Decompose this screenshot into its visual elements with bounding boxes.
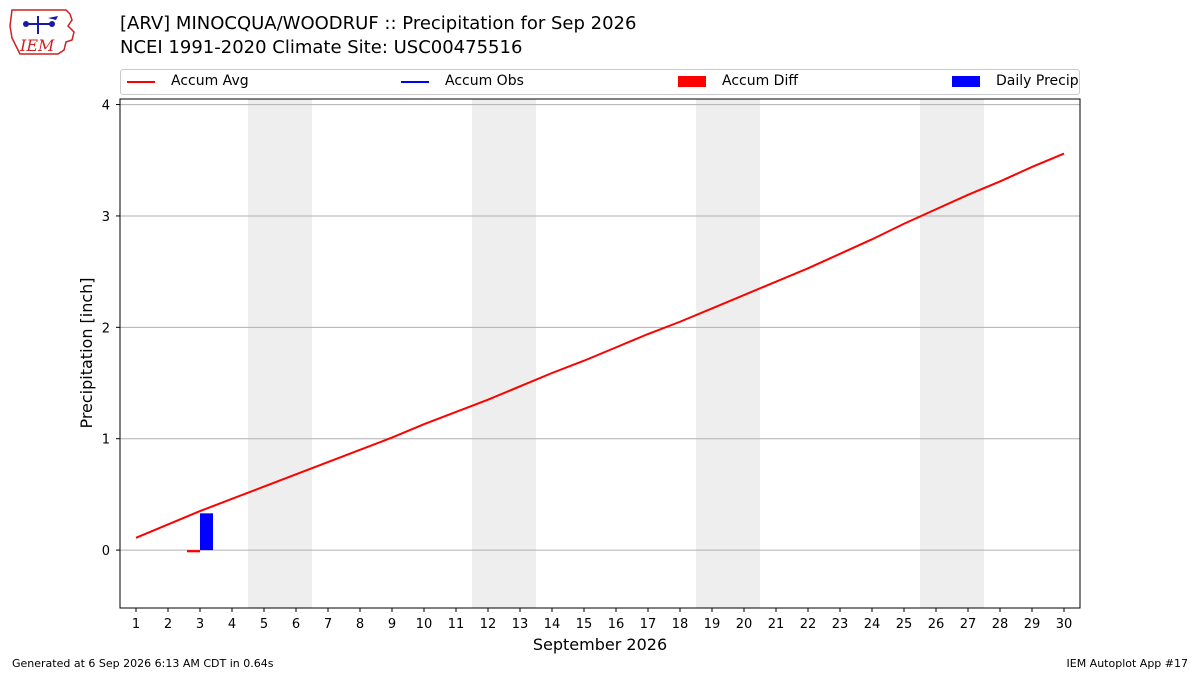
x-tick-label-20: 20 — [736, 617, 753, 632]
y-tick-label-4: 4 — [102, 99, 110, 114]
legend-label-accum-obs: Accum Obs — [445, 73, 524, 89]
legend-swatch-accum-diff — [678, 76, 706, 87]
x-axis-ticks: 1 2 3 4 5 6 7 8 9 10 11 12 13 14 15 16 17 18 19 20 21 22 23 24 2… — [132, 608, 1072, 632]
y-tick-label-1: 1 — [102, 433, 110, 448]
y-axis-ticks: 0 1 2 3 4 — [102, 99, 120, 559]
x-tick-label-6: 6 — [292, 617, 300, 632]
weekend-shade-1 — [472, 99, 536, 608]
legend-label-accum-avg: Accum Avg — [171, 73, 249, 89]
chart-title: [ARV] MINOCQUA/WOODRUF :: Precipitation … — [120, 13, 637, 34]
y-tick-label-3: 3 — [102, 210, 110, 225]
x-tick-label-27: 27 — [960, 617, 977, 632]
x-tick-label-12: 12 — [480, 617, 497, 632]
weekend-shade-3 — [920, 99, 984, 608]
x-tick-label-23: 23 — [832, 617, 849, 632]
x-tick-label-8: 8 — [356, 617, 364, 632]
legend-swatch-accum-avg — [127, 81, 155, 83]
lines-layer — [135, 152, 1065, 539]
x-tick-label-30: 30 — [1056, 617, 1073, 632]
x-tick-label-26: 26 — [928, 617, 945, 632]
x-tick-label-19: 19 — [704, 617, 721, 632]
app-credit: IEM Autoplot App #17 — [1066, 657, 1189, 670]
logo-text: IEM — [19, 36, 55, 55]
iem-logo: IEM — [9, 9, 75, 55]
accum-avg-line — [135, 152, 1065, 539]
y-axis-label: Precipitation [inch] — [77, 277, 96, 428]
legend-swatch-accum-obs — [401, 81, 429, 83]
y-tick-label-0: 0 — [102, 544, 110, 559]
x-tick-label-29: 29 — [1024, 617, 1041, 632]
legend-label-accum-diff: Accum Diff — [722, 73, 799, 89]
x-tick-label-4: 4 — [228, 617, 236, 632]
x-tick-label-16: 16 — [608, 617, 625, 632]
x-tick-label-2: 2 — [164, 617, 172, 632]
x-tick-label-15: 15 — [576, 617, 593, 632]
accum-diff-bar-3 — [187, 550, 200, 553]
x-tick-label-14: 14 — [544, 617, 561, 632]
x-tick-label-7: 7 — [324, 617, 332, 632]
x-tick-label-11: 11 — [448, 617, 465, 632]
x-tick-label-24: 24 — [864, 617, 881, 632]
x-tick-label-3: 3 — [196, 617, 204, 632]
x-tick-label-10: 10 — [416, 617, 433, 632]
chart-subtitle: NCEI 1991-2020 Climate Site: USC00475516 — [120, 37, 523, 58]
x-tick-label-28: 28 — [992, 617, 1009, 632]
x-tick-label-5: 5 — [260, 617, 268, 632]
x-tick-label-13: 13 — [512, 617, 529, 632]
daily-precip-bar-3 — [200, 513, 213, 551]
weekend-shading-layer — [248, 99, 984, 608]
y-tick-label-2: 2 — [102, 321, 110, 336]
x-tick-label-18: 18 — [672, 617, 689, 632]
generated-timestamp: Generated at 6 Sep 2026 6:13 AM CDT in 0… — [12, 657, 274, 670]
weekend-shade-2 — [696, 99, 760, 608]
plot-frame — [119, 98, 1081, 609]
x-tick-label-9: 9 — [388, 617, 396, 632]
chart-legend: Accum Avg Accum Obs Accum Diff Daily Pre… — [120, 69, 1080, 95]
bars-layer — [187, 513, 213, 553]
x-tick-label-1: 1 — [132, 617, 140, 632]
x-tick-label-25: 25 — [896, 617, 913, 632]
legend-label-daily-precip: Daily Precip — [996, 73, 1079, 89]
legend-swatch-daily-precip — [952, 76, 980, 87]
x-axis-label: September 2026 — [533, 635, 667, 654]
x-tick-label-17: 17 — [640, 617, 657, 632]
weekend-shade-0 — [248, 99, 312, 608]
x-tick-label-21: 21 — [768, 617, 785, 632]
x-tick-label-22: 22 — [800, 617, 817, 632]
